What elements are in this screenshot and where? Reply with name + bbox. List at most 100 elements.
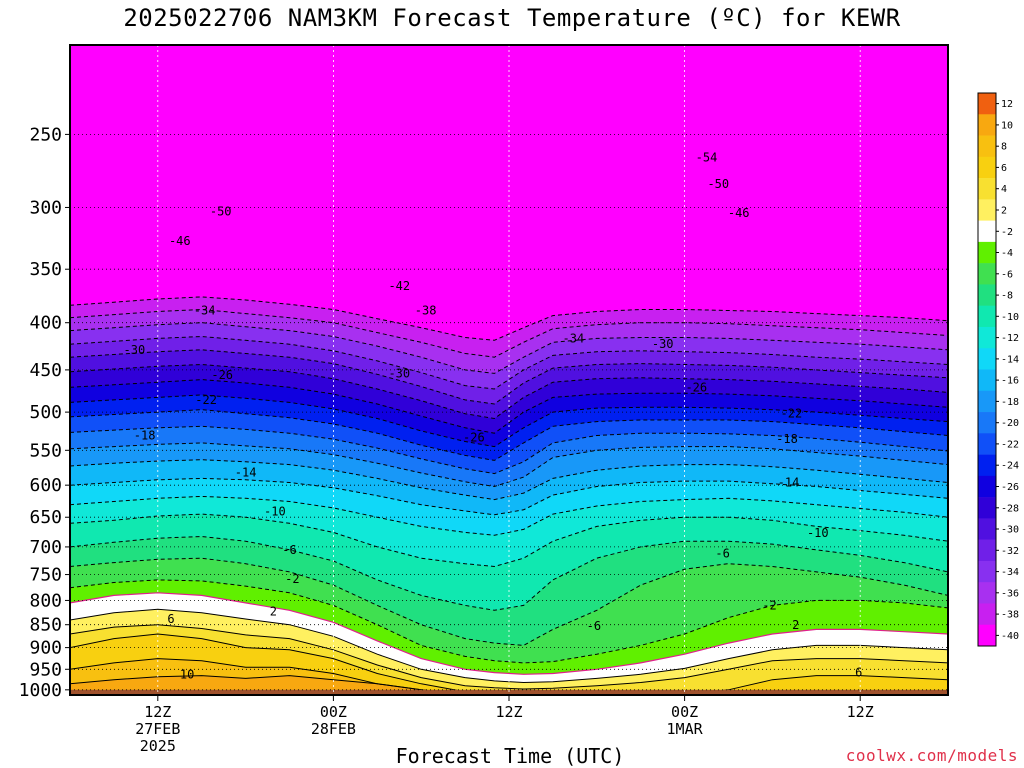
colorbar-swatch — [978, 433, 996, 455]
contour-label: -6 — [282, 543, 296, 557]
y-tick-label: 900 — [29, 638, 62, 659]
y-tick-label: 550 — [29, 440, 62, 461]
y-tick-label: 350 — [29, 259, 62, 280]
isotherm-line — [70, 658, 948, 695]
contour-label: -22 — [781, 407, 803, 421]
colorbar-label: 10 — [1001, 120, 1013, 131]
colorbar-label: -36 — [1001, 588, 1019, 599]
contour-label: -14 — [235, 465, 257, 479]
contour-label: -14 — [778, 476, 800, 490]
colorbar-label: 6 — [1001, 163, 1007, 174]
y-tick-label: 650 — [29, 507, 62, 528]
colorbar-frame — [977, 92, 997, 647]
chart-title: 2025022706 NAM3KM Forecast Temperature (… — [123, 4, 901, 32]
colorbar-label: -20 — [1001, 418, 1019, 429]
contour-label: -54 — [696, 151, 718, 165]
y-tick-label: 250 — [29, 124, 62, 145]
isotherm-line — [70, 363, 948, 420]
contour-label: -18 — [134, 429, 156, 443]
x-tick-label: 27FEB — [135, 720, 180, 738]
contour-label: -46 — [728, 206, 750, 220]
y-axis: 2503003504004505005506006507007508008509… — [19, 124, 70, 701]
colorbar-label: -24 — [1001, 461, 1019, 472]
colorbar-label: -40 — [1001, 631, 1019, 642]
colorbar-label: -16 — [1001, 376, 1019, 387]
contour-label: -6 — [715, 547, 729, 561]
isotherm-line — [70, 322, 948, 374]
colorbar-label: -34 — [1001, 567, 1019, 578]
y-tick-label: 400 — [29, 313, 62, 334]
x-tick-label: 00Z — [671, 703, 698, 721]
contour-label: 10 — [180, 667, 194, 681]
contour-label: 6 — [855, 666, 862, 680]
colorbar-label: -12 — [1001, 333, 1019, 344]
colorbar-swatch — [978, 263, 996, 285]
colorbar-label: -38 — [1001, 610, 1019, 621]
isotherm-line — [70, 296, 948, 341]
colorbar-swatch — [978, 241, 996, 264]
colorbar-swatch — [978, 603, 996, 626]
contour-label: -38 — [415, 304, 437, 318]
colorbar-label: -2 — [1001, 227, 1013, 238]
y-tick-label: 850 — [29, 615, 62, 636]
x-tick-label: 12Z — [144, 703, 171, 721]
colorbar-swatch — [978, 326, 996, 349]
grid-lines — [70, 45, 948, 695]
contour-label: -42 — [388, 279, 410, 293]
temperature-bands — [70, 296, 948, 695]
colorbar-swatch — [978, 135, 996, 158]
isotherm-line — [70, 477, 948, 516]
colorbar-label: -4 — [1001, 248, 1013, 259]
colorbar-swatch — [978, 284, 996, 306]
colorbar-swatch — [978, 305, 996, 328]
colorbar-label: -28 — [1001, 503, 1019, 514]
contour-label: -10 — [807, 526, 829, 540]
colorbar-swatch — [978, 93, 996, 115]
colorbar-swatch — [978, 390, 996, 413]
contour-label: -50 — [707, 177, 729, 191]
isotherm-line — [70, 349, 948, 405]
colorbar-swatch — [978, 560, 996, 583]
y-tick-label: 750 — [29, 565, 62, 586]
colorbar-label: -6 — [1001, 269, 1013, 280]
colorbar-swatch — [978, 454, 996, 477]
colorbar-swatch — [978, 156, 996, 179]
colorbar-label: -8 — [1001, 291, 1013, 302]
y-tick-label: 500 — [29, 402, 62, 423]
contour-label: 2 — [792, 618, 799, 632]
colorbar-label: 2 — [1001, 206, 1007, 217]
colorbar-label: -18 — [1001, 397, 1019, 408]
colorbar-label: 8 — [1001, 142, 1007, 153]
contour-label: -22 — [195, 393, 217, 407]
ground-layer — [70, 689, 948, 695]
contour-label: -18 — [776, 432, 798, 446]
colorbar-label: -30 — [1001, 525, 1019, 536]
contour-label: -46 — [169, 234, 191, 248]
contour-label: -26 — [685, 380, 707, 394]
contour-label: -2 — [762, 598, 776, 612]
x-tick-label: 12Z — [495, 703, 522, 721]
colorbar-swatch — [978, 412, 996, 434]
y-tick-label: 950 — [29, 659, 62, 680]
isotherm-line — [70, 513, 948, 568]
isotherm-line — [70, 592, 948, 675]
colorbar-swatch — [978, 518, 996, 540]
colorbar-label: 12 — [1001, 99, 1013, 110]
colorbar-label: -32 — [1001, 546, 1019, 557]
colorbar-swatch — [978, 624, 996, 647]
isotherm-line — [70, 495, 948, 536]
contour-label: -6 — [587, 619, 601, 633]
colorbar-swatch — [978, 475, 996, 498]
credit-text: coolwx.com/models — [845, 746, 1018, 765]
x-tick-label: 2025 — [140, 737, 176, 755]
colorbar-swatch — [978, 582, 996, 604]
x-tick-label: 12Z — [847, 703, 874, 721]
contour-labels: -54-50-50 -46-46-42-38-34-34-30 -30-30-26-… — [124, 151, 863, 682]
contour-label: -34 — [563, 331, 585, 345]
colorbar-swatch — [978, 220, 996, 243]
contour-label: -34 — [194, 304, 216, 318]
contour-label: 6 — [167, 612, 174, 626]
y-tick-label: 600 — [29, 475, 62, 496]
